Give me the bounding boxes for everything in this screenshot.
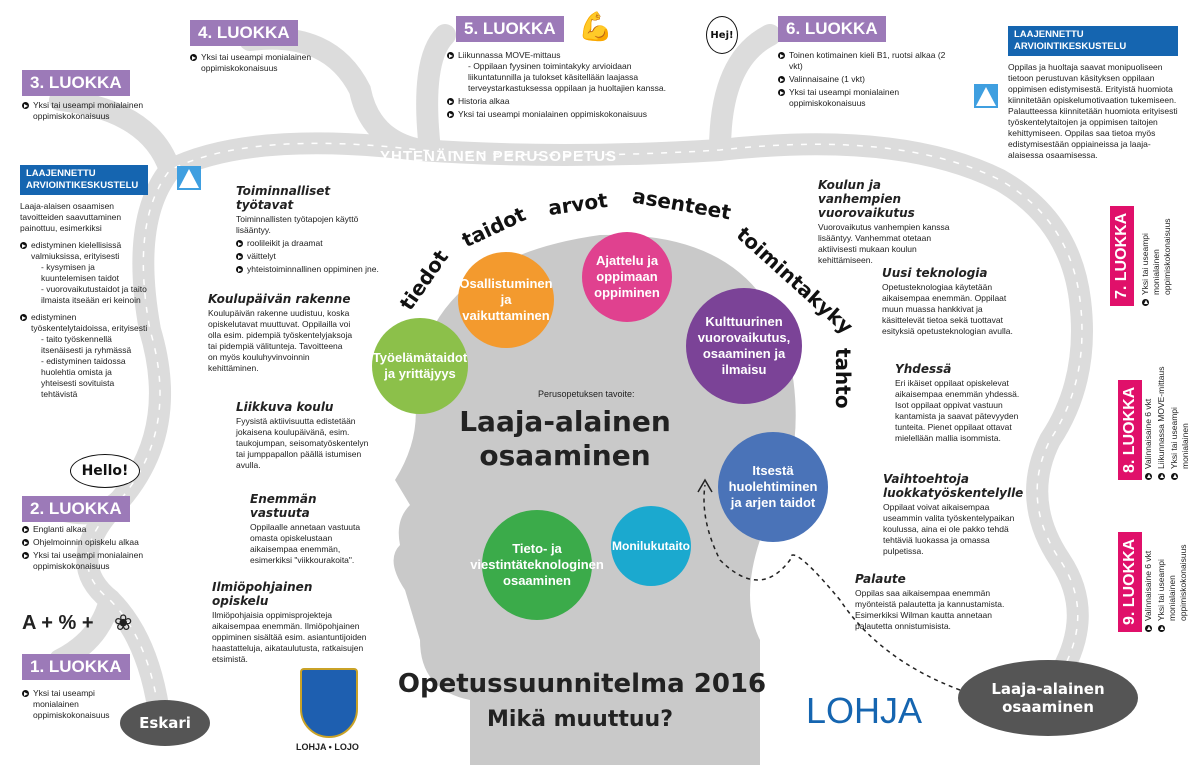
assessment-left: LAAJENNETTU ARVIOINTIKESKUSTELU Laaja-al… [20,165,148,402]
eskari-start: Eskari [120,700,210,746]
grade-7-label: 7. LUOKKA [1110,205,1134,306]
grade-1-label: 1. LUOKKA [22,654,130,680]
grade-3-label: 3. LUOKKA [22,70,130,96]
leaf-icon: ❀ [114,610,133,635]
grade-9-list: Valinnaisaine 6 vkt Yksi tai useampi moni… [1143,512,1191,632]
bubble-kulttuurinen: Kulttuurinen vuorovaikutus, osaaminen ja… [686,288,802,404]
crest-text: LOHJA • LOJO [296,742,359,752]
block-toiminnalliset: Toiminnalliset työtavat Toiminnallisten t… [236,184,386,277]
center-pretitle: Perusopetuksen tavoite: [538,389,635,399]
math-doodle: A + % + [22,612,94,634]
bubble-monilukutaito: Monilukutaito [611,506,691,586]
coat-of-arms [300,668,358,738]
grade-9-label: 9. LUOKKA [1118,531,1142,632]
block-vastuu: Enemmän vastuuta Oppilaalle annetaan vast… [250,492,361,565]
grade-7-list: Yksi tai useampi monialainen oppimiskoko… [1140,196,1175,306]
crosswalk-sign-icon [974,84,998,108]
block-yhdessa: Yhdessä Eri ikäiset oppilaat opiskelevat … [895,362,1020,443]
bubble-tieto-viestinta: Tieto- ja viestintäteknologinen osaamine… [470,510,604,620]
grade-5-list: Liikunnassa MOVE-mittaus - Oppilaan fyysi… [447,50,687,122]
lohja-logo: LOHJA [806,690,923,731]
footer-title: Opetussuunnitelma 2016 [397,669,767,699]
word-tahto: tahto [831,348,855,409]
hej-speech-bubble: Hej! [706,16,738,54]
bubble-osallistuminen: Osallistuminen ja vaikuttaminen [458,252,554,348]
grade-8-list: Valinnaisaine 6 vkt Liikunnassa MOVE-mitt… [1143,360,1191,480]
grade-6-label: 6. LUOKKA [778,16,886,42]
bubble-tyoelamataidot: Työelämätaidot ja yrittäjyys [372,318,468,414]
block-palaute: Palaute Oppilas saa aikaisempaa enemmän m… [855,572,1005,631]
footer-subtitle: Mikä muuttuu? [487,707,673,732]
assessment-right: LAAJENNETTU ARVIOINTIKESKUSTELU Oppilas … [1008,26,1178,161]
block-vanhemmat: Koulun ja vanhempien vuorovaikutus Vuorov… [818,178,950,265]
flexed-arm-icon: 💪 [578,11,613,42]
grade-1-list: Yksi tai useampi monialainen oppimiskoko… [22,688,117,723]
block-teknologia: Uusi teknologia Opetusteknologiaa käytetä… [882,266,1013,336]
laaja-alainen-end: Laaja-alainen osaaminen [958,660,1138,736]
block-liikkuva: Liikkuva koulu Fyysistä aktiivisuutta edi… [236,400,369,470]
grade-2-label: 2. LUOKKA [22,496,130,522]
grade-6-list: Toinen kotimainen kieli B1, ruotsi alkaa… [778,50,948,111]
grade-4-label: 4. LUOKKA [190,20,298,46]
dashed-arrow-path [703,484,961,691]
block-ilmio: Ilmiöpohjainen opiskelu Ilmiöpohjaisia op… [212,580,367,664]
grade-8-label: 8. LUOKKA [1118,379,1142,480]
grade-2-list: Englanti alkaa Ohjelmoinnin opiskelu alka… [22,524,162,574]
grade-4-list: Yksi tai useampi monialainen oppimiskoko… [190,52,330,76]
crosswalk-sign-icon [177,166,201,190]
block-vaihtoehtoja: Vaihtoehtoja luokkatyöskentelylle Oppilaa… [883,472,1024,556]
grade-3-list: Yksi tai useampi monialainen oppimiskoko… [22,100,152,124]
block-koulupaiva: Koulupäivän rakenne Koulupäivän rakenne u… [208,292,353,373]
hello-speech-bubble: Hello! [70,454,140,488]
center-title: Laaja-alainen osaaminen [459,405,671,472]
bubble-itsesta: Itsestä huolehtiminen ja arjen taidot [718,432,828,542]
grade-5-label: 5. LUOKKA [456,16,564,42]
road-label: YHTENÄINEN PERUSOPETUS [380,148,618,165]
bubble-ajattelu: Ajattelu ja oppimaan oppiminen [582,232,672,322]
